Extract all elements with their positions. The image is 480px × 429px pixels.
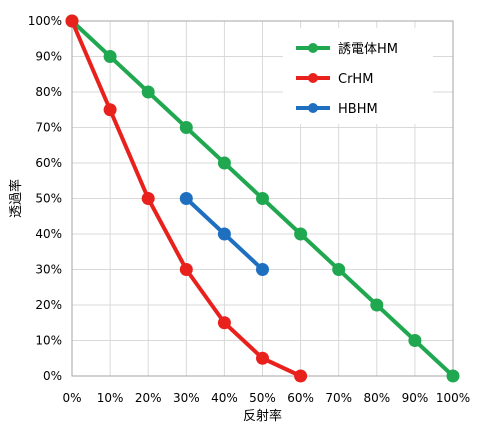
data-point (179, 263, 193, 276)
y-tick-label: 70% (35, 121, 62, 135)
data-point (256, 192, 269, 205)
data-point (103, 50, 117, 63)
data-point (65, 14, 79, 28)
x-tick-label: 40% (211, 391, 238, 405)
data-point (179, 121, 193, 134)
y-tick-label: 20% (35, 298, 62, 312)
x-tick-label: 10% (97, 391, 124, 405)
data-point (256, 351, 269, 365)
y-tick-label: 100% (28, 14, 62, 28)
y-tick-label: 0% (43, 369, 62, 383)
legend-item: 誘電体HM (296, 42, 398, 57)
legend-label: HBHM (338, 102, 378, 117)
x-tick-label: 80% (363, 391, 390, 405)
x-tick-label: 20% (135, 391, 162, 405)
legend-label: CrHM (338, 72, 373, 87)
legend-marker (308, 43, 318, 53)
legend-marker (308, 73, 318, 83)
legend-item: CrHM (296, 72, 373, 87)
data-point (332, 263, 346, 276)
data-point (446, 369, 460, 383)
x-tick-label: 90% (402, 391, 429, 405)
x-tick-labels: 0% 10% 20% 30% 40% 50% 60% 70% 80% 90% 100% (62, 391, 470, 405)
plot-border (71, 20, 454, 377)
legend-label: 誘電体HM (338, 42, 398, 57)
data-point (408, 334, 422, 347)
legend-marker (308, 103, 318, 113)
series-layer (65, 14, 460, 383)
plot-frame (71, 20, 454, 377)
x-tick-label: 70% (325, 391, 352, 405)
data-point (179, 192, 193, 205)
data-point (256, 263, 269, 276)
x-tick-label: 30% (173, 391, 200, 405)
series-1 (65, 14, 308, 383)
legend-item: HBHM (296, 102, 378, 117)
data-point (294, 369, 308, 383)
data-point (217, 156, 231, 170)
data-point (294, 227, 308, 241)
x-tick-label: 0% (62, 391, 81, 405)
y-axis-title: 透過率 (8, 179, 24, 218)
y-tick-label: 10% (35, 334, 62, 348)
data-point (217, 227, 231, 241)
y-tick-label: 60% (35, 156, 62, 170)
data-point (141, 85, 155, 99)
data-point (141, 192, 155, 205)
y-tick-label: 30% (35, 263, 62, 277)
y-tick-label: 90% (35, 50, 62, 64)
x-axis-title: 反射率 (243, 408, 282, 424)
y-tick-label: 40% (35, 227, 62, 241)
legend: 誘電体HM CrHM HBHM (283, 28, 433, 124)
data-point (217, 316, 231, 330)
series-2 (179, 192, 269, 276)
x-tick-label: 100% (436, 391, 470, 405)
x-tick-label: 60% (287, 391, 314, 405)
x-tick-label: 50% (249, 391, 276, 405)
y-tick-label: 50% (35, 192, 62, 206)
y-tick-labels: 0% 10% 20% 30% 40% 50% 60% 70% 80% 90% 100% (28, 14, 62, 383)
data-point (370, 298, 384, 312)
y-tick-label: 80% (35, 85, 62, 99)
data-point (103, 103, 117, 117)
